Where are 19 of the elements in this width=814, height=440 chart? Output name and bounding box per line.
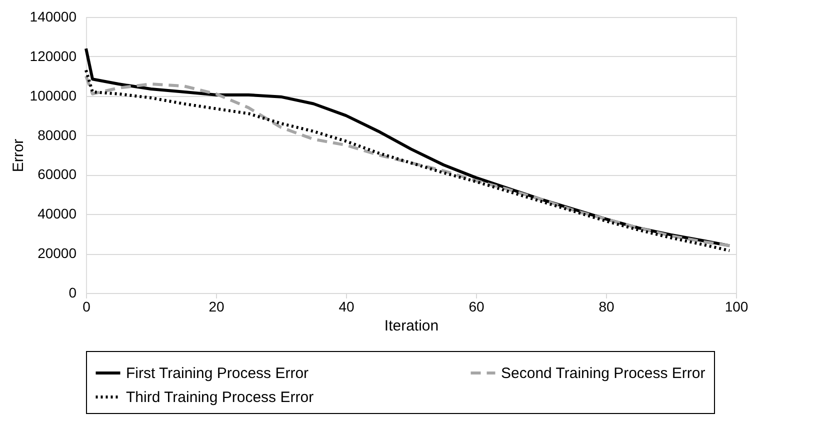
- x-tick-label: 100: [724, 298, 748, 314]
- x-axis-title: Iteration: [384, 318, 439, 334]
- y-tick-label: 140000: [30, 8, 77, 24]
- x-tick-label: 20: [208, 298, 224, 314]
- y-tick-label: 40000: [38, 206, 77, 222]
- y-tick-label: 20000: [38, 245, 77, 262]
- y-tick-label: 80000: [38, 126, 77, 143]
- y-tick-label: 120000: [30, 48, 77, 64]
- x-tick-label: 0: [82, 298, 91, 314]
- y-tick-label: 60000: [38, 166, 77, 182]
- y-tick-label: 0: [68, 284, 77, 300]
- y-axis-title: Error: [10, 138, 27, 172]
- x-tick-label: 80: [598, 298, 614, 314]
- legend-label: First Training Process Error: [126, 365, 309, 382]
- x-tick-label: 40: [338, 298, 354, 314]
- legend-label: Second Training Process Error: [501, 365, 706, 382]
- y-tick-label: 100000: [30, 87, 77, 104]
- x-tick-label: 60: [468, 298, 484, 314]
- legend-label: Third Training Process Error: [126, 389, 314, 406]
